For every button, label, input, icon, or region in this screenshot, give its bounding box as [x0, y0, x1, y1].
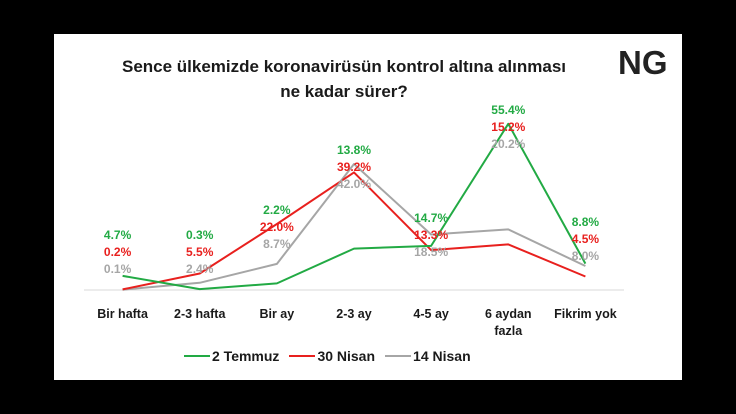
legend-item: 14 Nisan [385, 348, 471, 364]
legend-swatch [289, 355, 316, 357]
x-tick-label: 2-3 hafta [174, 307, 226, 321]
chart-title-line-1: Sence ülkemizde koronavirüsün kontrol al… [121, 57, 567, 76]
data-label: 8.0% [572, 249, 600, 263]
data-label: 0.1% [104, 262, 132, 276]
data-label: 14.7% [414, 211, 448, 225]
data-label: 42.0% [337, 177, 371, 191]
x-tick-label: Fikrim yok [554, 307, 617, 321]
ng-logo-text: NG [618, 44, 668, 81]
data-label: 20.2% [491, 137, 525, 151]
data-label: 22.0% [260, 220, 294, 234]
series-line-2 [122, 163, 586, 291]
data-label: 0.2% [104, 245, 132, 259]
data-label: 4.7% [104, 228, 132, 242]
x-tick-label: 6 aydan [485, 307, 532, 321]
data-label: 8.8% [572, 215, 600, 229]
chart-title: Sence ülkemizde koronavirüsün kontrol al… [74, 54, 614, 104]
data-label: 8.7% [263, 237, 291, 251]
data-label: 15.2% [491, 120, 525, 134]
legend-swatch [184, 355, 210, 357]
data-label: 13.8% [337, 143, 371, 157]
data-label: 4.5% [572, 232, 600, 246]
legend-label: 2 Temmuz [212, 348, 280, 364]
x-tick-label: 4-5 ay [413, 307, 448, 321]
data-label: 18.5% [414, 245, 448, 259]
x-tick-label: fazla [494, 324, 523, 338]
data-label: 2.2% [263, 203, 291, 217]
data-label: 13.3% [414, 228, 448, 242]
line-chart: 4.7% 0.2% 0.1% 0.3% 5.5% 2.4% 2.2% 22.0% 8.7% 13.… [84, 103, 624, 338]
x-tick-label: 2-3 ay [336, 307, 371, 321]
data-label: 2.4% [186, 262, 214, 276]
legend-label: 14 Nisan [413, 348, 471, 364]
x-tick-label: Bir hafta [97, 307, 149, 321]
data-label: 39.2% [337, 160, 371, 174]
data-label: 0.3% [186, 228, 214, 242]
legend-label: 30 Nisan [317, 348, 376, 364]
chart-legend: 2 Temmuz 30 Nisan 14 Nisan [184, 346, 481, 366]
data-label: 5.5% [186, 245, 214, 259]
data-label: 55.4% [491, 103, 525, 117]
chart-title-line-2: ne kadar sürer? [280, 82, 408, 101]
legend-swatch [385, 355, 412, 357]
series-line-1 [122, 171, 586, 291]
chart-panel: Sence ülkemizde koronavirüsün kontrol al… [54, 34, 682, 380]
x-tick-label: Bir ay [259, 307, 294, 321]
legend-item: 30 Nisan [289, 348, 375, 364]
legend-item: 2 Temmuz [184, 348, 279, 364]
ng-logo: NG [618, 44, 668, 81]
series-line-0 [122, 122, 587, 291]
